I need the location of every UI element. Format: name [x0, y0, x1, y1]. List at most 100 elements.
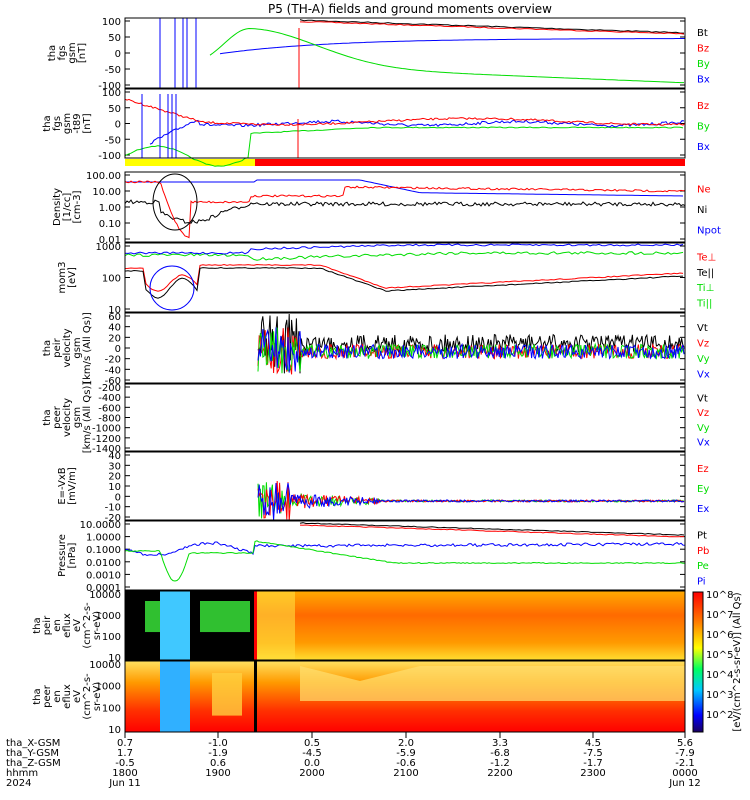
- panel-3-tick-label: 1.00: [99, 203, 121, 214]
- legend-entry: Bx: [697, 142, 710, 153]
- time-row-label: tha_Y-GSM: [6, 748, 59, 759]
- time-row-value: -5.9: [396, 748, 416, 759]
- series-Te-par: [124, 266, 684, 299]
- time-row-value: 5.6: [677, 738, 693, 749]
- time-row-value: -1.9: [208, 748, 228, 759]
- spectrogram-band: [255, 591, 295, 660]
- panel-2-tick-label: -50: [105, 135, 121, 146]
- series-Ni: [124, 199, 686, 224]
- panel-9-ylabel: tha: [32, 617, 43, 633]
- series-Pt: [299, 522, 685, 536]
- panel-9-ylabel: en: [52, 619, 63, 632]
- panel-10-tick-label: 1000: [96, 682, 121, 693]
- panel-6-tick-label: -400: [98, 393, 121, 404]
- panel-8-tick-label: 0.0100: [86, 558, 121, 569]
- legend-entry: Ni: [697, 205, 707, 216]
- panel-6-tick-label: -1400: [92, 444, 121, 455]
- series-Pi: [124, 541, 686, 557]
- panel-4-frame: [124, 242, 686, 313]
- panel-9-ylabel: eflux: [62, 613, 73, 638]
- panel-3-ylabel: Density: [52, 188, 63, 226]
- panel-9-frame: [124, 590, 686, 661]
- legend-entry: Bz: [697, 43, 709, 54]
- series-Ti-perp: [124, 251, 684, 261]
- panel-9-tick-label: 100: [102, 632, 121, 643]
- panel-6-tick-label: -800: [98, 414, 121, 425]
- panel-7-ylabel: [mV/m]: [67, 467, 78, 505]
- time-row-value: -2.1: [675, 758, 695, 769]
- legend-entry: Vt: [697, 323, 708, 334]
- panel-7-tick-label: -20: [105, 513, 121, 524]
- panel-8-tick-label: 10.0000: [80, 520, 121, 531]
- panel-10-ylabel: (cm^2-s-: [82, 673, 93, 720]
- time-row-value: 2200: [487, 768, 512, 779]
- panel-6: tha peer velocity gsm [km/s (All Qs)] -200-40…: [42, 382, 710, 455]
- time-row-value: 2100: [393, 768, 418, 779]
- panel-4-tick-label: 100: [102, 274, 121, 285]
- panel-2-ylabel: [nT]: [82, 113, 93, 133]
- legend-entry: Ey: [697, 484, 709, 495]
- panel-10-ylabel: en: [52, 690, 63, 703]
- panel-6-ylabel: tha: [42, 409, 53, 425]
- time-row-value: -7.5: [583, 748, 603, 759]
- panel-9: tha peir en eflux eV (cm^2-s-sr-eV) 10000 1000 1…: [32, 590, 686, 664]
- colorbar-tick-label: 10^7: [706, 610, 733, 621]
- series-Bx: [149, 119, 685, 145]
- panel-3-tick-label: 0.10: [99, 219, 121, 230]
- panel-10-tick-label: 10000: [89, 660, 121, 671]
- legend-entry: Pe: [697, 561, 709, 572]
- legend-entry: Te||: [696, 268, 714, 279]
- panel-5: tha peir velocity gsm [km/s (All Qs)] 6040200…: [42, 312, 710, 387]
- panel-8-tick-label: 0.0010: [86, 570, 121, 581]
- time-row-label: tha_X-GSM: [6, 738, 60, 749]
- spectrogram-edge: [254, 661, 257, 732]
- panel-9-ylabel: sr-eV): [92, 611, 103, 640]
- time-row-value: -1.7: [583, 758, 603, 769]
- panel-6-ylabel: peer: [52, 405, 63, 429]
- panel-4-ylabel: [eV]: [67, 267, 78, 288]
- panel-7-tick-label: -10: [105, 503, 121, 514]
- time-row-value: Jun 12: [668, 778, 701, 789]
- panel-6-tick-label: -200: [98, 383, 121, 394]
- panel-1-tick-label: 100: [102, 17, 121, 28]
- time-row-value: 2000: [299, 768, 324, 779]
- time-row-value: 0.5: [304, 738, 320, 749]
- spectrogram-band: [212, 673, 242, 716]
- legend-entry: Npot: [697, 226, 721, 237]
- panel-7-tick-label: 20: [108, 472, 121, 483]
- legend-entry: Ti⊥: [696, 283, 714, 294]
- panel-10: tha peer en eflux eV (cm^2-s-sr-eV) 10000 1000 1…: [32, 660, 686, 736]
- legend-entry: Vy: [697, 423, 710, 434]
- spectrogram-band: [160, 591, 190, 660]
- panel-3-tick-label: 100.00: [86, 171, 121, 182]
- legend-entry: Pb: [697, 546, 709, 557]
- time-row-value: -7.9: [675, 748, 695, 759]
- series-By: [124, 126, 684, 167]
- panel-9-ylabel: eV: [72, 619, 83, 632]
- panel-8-tick-label: 1.0000: [86, 533, 121, 544]
- time-row-value: 3.3: [492, 738, 508, 749]
- time-row-value: 2300: [580, 768, 605, 779]
- panel-2-tick-label: 0: [115, 120, 121, 131]
- legend-entry: By: [697, 59, 710, 70]
- time-row-value: Jun 11: [108, 778, 141, 789]
- panel-2-tick-label: 50: [108, 104, 121, 115]
- panel-3-frame: [124, 171, 686, 243]
- colorbar-gradient: [692, 591, 704, 733]
- spectrogram-band: [160, 661, 190, 732]
- panel-2-tick-label: 100: [102, 88, 121, 99]
- panel-10-tick-label: 10: [108, 725, 121, 736]
- panel-2: tha fgs gsm -t89 [nT] 100 50 0 -50 -100 Bz By Bx: [42, 88, 710, 167]
- time-row-label: tha_Z-GSM: [6, 758, 61, 769]
- panel-9-ylabel: peir: [42, 615, 53, 635]
- legend-entry: Bx: [697, 74, 710, 85]
- panel-5-tick-label: 20: [108, 333, 121, 344]
- panel-4-tick-label: 10: [108, 305, 121, 316]
- panel-8-tick-label: 0.1000: [86, 545, 121, 556]
- legend-entry: Ex: [697, 504, 709, 515]
- time-row-value: 2.0: [398, 738, 414, 749]
- orbit-bar-red: [255, 159, 685, 166]
- series-Pe: [124, 540, 685, 582]
- panel-7-frame: [124, 451, 686, 521]
